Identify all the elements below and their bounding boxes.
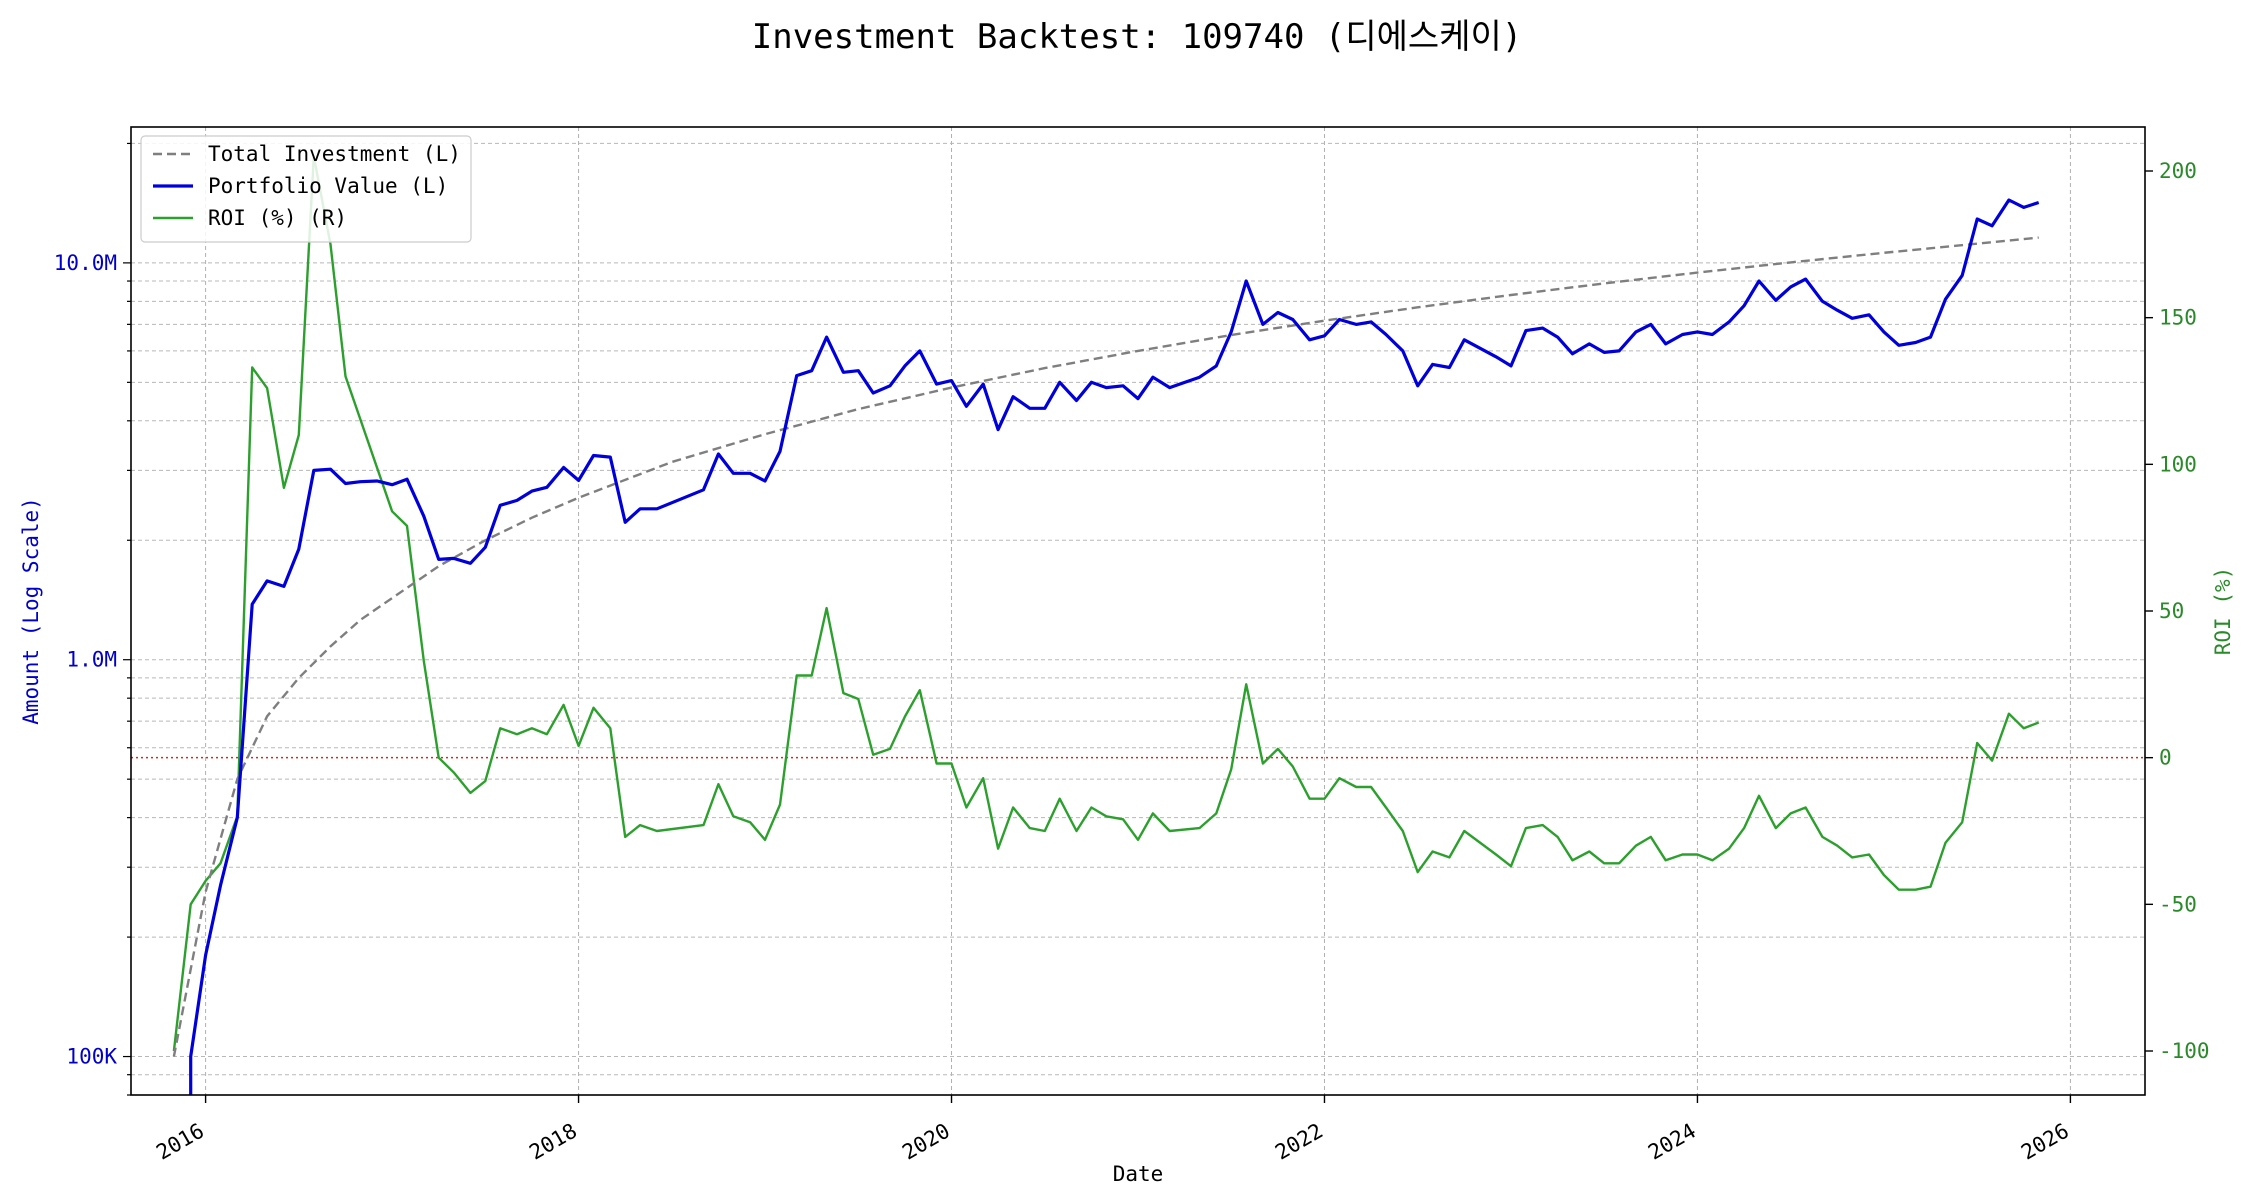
right-tick-label: 0 <box>2159 746 2172 770</box>
left-tick-label: 10.0M <box>54 251 117 275</box>
x-tick-label: 2020 <box>898 1119 954 1165</box>
legend-label: Portfolio Value (L) <box>208 174 448 198</box>
left-axis-label: Amount (Log Scale) <box>19 497 43 725</box>
x-tick-label: 2016 <box>152 1119 208 1165</box>
left-tick-label: 100K <box>66 1045 117 1069</box>
left-axis-ticks: 100K 1.0M 10.0M <box>54 142 131 1096</box>
left-tick-label: 1.0M <box>66 648 117 672</box>
legend-items: Total Investment (L) Portfolio Value (L) R… <box>153 142 461 230</box>
series-line-0 <box>172 236 2039 1057</box>
x-tick-label: 2026 <box>2017 1119 2073 1165</box>
right-axis-label: ROI (%) <box>2211 567 2235 656</box>
x-tick-label: 2024 <box>1644 1119 1700 1165</box>
legend: Total Investment (L) Portfolio Value (L) R… <box>140 135 472 243</box>
right-tick-label: 200 <box>2159 159 2197 183</box>
right-axis-ticks: -100 -50 0 50 100 150 200 <box>2145 159 2210 1063</box>
series-line-2 <box>172 155 2040 1052</box>
legend-label: Total Investment (L) <box>208 142 461 166</box>
x-axis-ticks: 2016 2018 2020 2022 2024 2026 <box>152 1095 2073 1165</box>
right-tick-label: 50 <box>2159 599 2184 623</box>
legend-label: ROI (%) (R) <box>208 206 347 230</box>
x-tick-label: 2018 <box>525 1119 581 1165</box>
series-layer <box>131 155 2145 1095</box>
right-tick-label: 150 <box>2159 306 2197 330</box>
plot-frame <box>130 126 2146 1096</box>
series-line-1 <box>189 198 2040 1095</box>
chart-title: Investment Backtest: 109740 (디에스케이) <box>752 17 1523 57</box>
right-tick-label: -100 <box>2159 1039 2210 1063</box>
legend-box <box>140 135 472 243</box>
right-tick-label: 100 <box>2159 452 2197 476</box>
grid-lines <box>131 127 2145 1096</box>
right-tick-label: -50 <box>2159 892 2197 916</box>
x-axis-label: Date <box>1113 1162 1164 1186</box>
x-tick-label: 2022 <box>1271 1119 1327 1165</box>
